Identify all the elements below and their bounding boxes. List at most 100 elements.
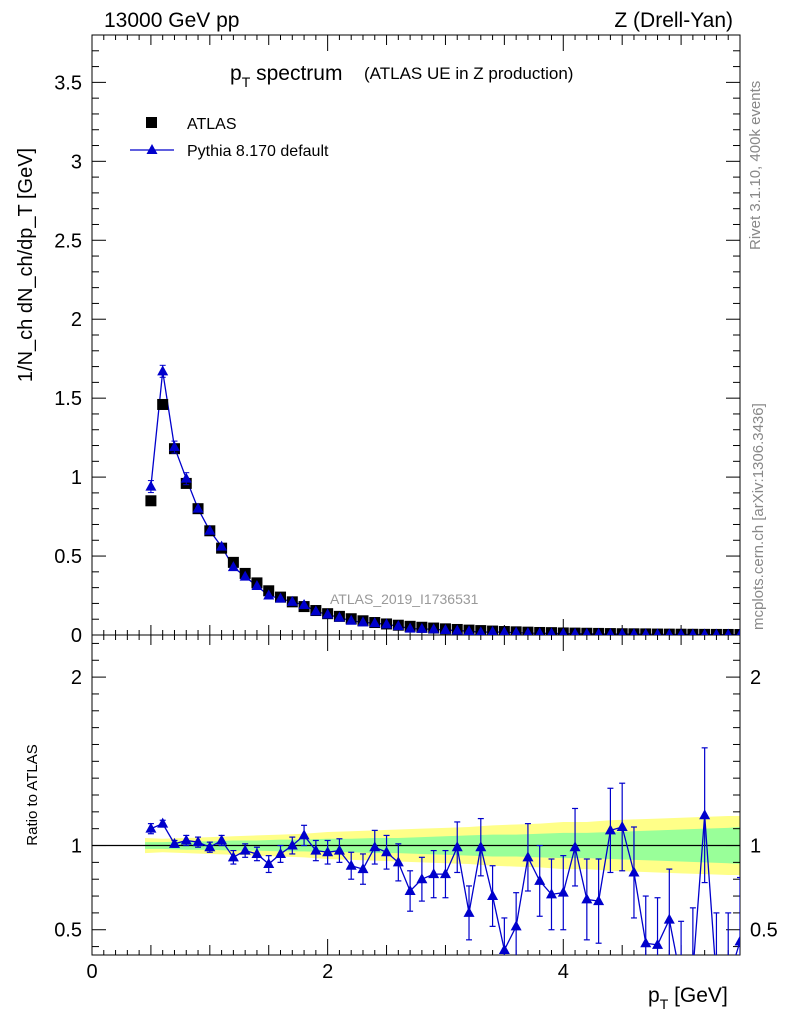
pythia-mc-point [392, 620, 404, 631]
x-axis-label-rest: [GeV] [668, 984, 728, 1007]
rivet-version-label: Rivet 3.1.10, 400k events [747, 81, 764, 250]
ratio-point [522, 851, 534, 862]
pythia-mc-point [712, 628, 720, 635]
ratio-point [498, 943, 510, 954]
pythia-mc-point [145, 480, 157, 491]
pythia-mc-point [322, 608, 334, 619]
ratio-point [557, 886, 569, 897]
pythia-mc-point [451, 624, 463, 635]
ratio-point [545, 888, 557, 899]
ratio-point [298, 829, 310, 840]
pythia-mc-point [559, 627, 568, 635]
ratio-point [263, 858, 275, 869]
ratio-point [676, 974, 687, 984]
ratio-y-tick-label-left: 2 [71, 667, 82, 689]
pythia-mc-point [618, 628, 627, 635]
pythia-mc-point [653, 628, 662, 635]
ratio-point [593, 895, 605, 906]
ratio-point [145, 822, 157, 833]
pythia-mc-point [476, 626, 486, 635]
ratio-point [723, 974, 734, 984]
ratio-point [428, 868, 440, 879]
ratio-point [333, 844, 345, 855]
ratio-point [392, 856, 404, 867]
ratio-point [286, 839, 298, 850]
pythia-mc-point [275, 592, 287, 603]
ratio-x-tick-labels: 0 2 4 [86, 961, 568, 983]
ratio-point [475, 841, 487, 852]
ratio-point [216, 834, 228, 845]
main-y-tick-label: 1 [71, 467, 82, 489]
pythia-mc-point [286, 595, 298, 606]
ratio-point [652, 938, 664, 949]
x-axis-label-main: p [648, 984, 660, 1007]
legend-marker-atlas [146, 117, 157, 128]
axis-ticks [91, 34, 741, 955]
pythia-mc-point [487, 625, 498, 635]
pythia-mc-point [439, 623, 451, 634]
pythia-mc-point [535, 627, 544, 635]
pythia-mc-point [606, 627, 615, 635]
ratio-point [711, 974, 722, 984]
plot-title-main: p [230, 62, 242, 85]
pythia-mc-point [724, 628, 732, 635]
ratio-y-tick-label-right: 2 [750, 667, 761, 689]
pythia-mc-point [689, 628, 697, 635]
ratio-point [699, 809, 711, 820]
pythia-mc-point [227, 561, 239, 572]
legend-marker-pythia [146, 144, 158, 154]
atlas-data-point [157, 398, 169, 410]
pythia-mc-point [630, 628, 638, 635]
pythia-mc-point [463, 625, 475, 635]
pythia-mc-point [594, 627, 603, 635]
pythia-mc-point [404, 622, 416, 633]
pythia-mc-point [381, 618, 393, 629]
plot-title-note: (ATLAS UE in Z production) [364, 64, 573, 83]
main-y-tick-label: 3.5 [54, 72, 82, 94]
ratio-point [640, 937, 652, 948]
x-axis-label: pT [GeV] [648, 984, 728, 1012]
pythia-mc-point [547, 627, 556, 635]
main-y-tick-label: 2.5 [54, 230, 82, 252]
ratio-y-tick-label-left: 1 [71, 836, 82, 858]
ratio-point [180, 834, 192, 845]
pythia-mc-point [216, 540, 228, 551]
ratio-point [168, 837, 180, 848]
ratio-point [275, 847, 287, 858]
pythia-mc-point [677, 628, 685, 635]
header-process-label: Z (Drell-Yan) [614, 9, 733, 32]
atlas-data-point [734, 629, 740, 635]
mcplots-label: mcplots.cern.ch [arXiv:1306.3436] [750, 403, 767, 630]
ratio-point [463, 906, 475, 917]
main-y-axis-label: 1/N_ch dN_ch/dp_T [GeV] [15, 148, 37, 382]
ratio-y-tick-label-right: 1 [750, 836, 761, 858]
plot-title-sub: T [242, 74, 251, 90]
ratio-point [581, 893, 593, 904]
x-axis-label-sub: T [660, 996, 669, 1012]
ratio-point [687, 966, 698, 976]
pythia-mc-point [168, 441, 180, 452]
ratio-point [345, 859, 357, 870]
plot-title: pT spectrum [230, 62, 342, 90]
ratio-point [439, 868, 451, 879]
ratio-x-tick-label: 4 [558, 961, 569, 983]
ratio-y-axis-label: Ratio to ATLAS [24, 744, 41, 845]
ratio-point [416, 873, 428, 884]
pythia-mc-point [665, 628, 673, 635]
header-energy-label: 13000 GeV pp [104, 9, 239, 32]
pythia-mc-point [701, 628, 709, 635]
pythia-mc-point [310, 605, 322, 616]
ratio-point [534, 874, 546, 885]
ratio-point [569, 841, 581, 852]
pythia-mc-point [642, 628, 650, 635]
main-series [145, 364, 740, 635]
pythia-mc-point [499, 626, 510, 635]
pythia-mc-point [333, 611, 345, 622]
ratio-point [487, 890, 499, 901]
pythia-mc-point [239, 570, 251, 581]
pythia-mc-point [298, 599, 310, 609]
ratio-point [510, 920, 522, 931]
ratio-y-tick-label-right: 0.5 [750, 920, 778, 942]
main-y-tick-label: 0 [71, 625, 82, 647]
ratio-point [369, 841, 381, 852]
